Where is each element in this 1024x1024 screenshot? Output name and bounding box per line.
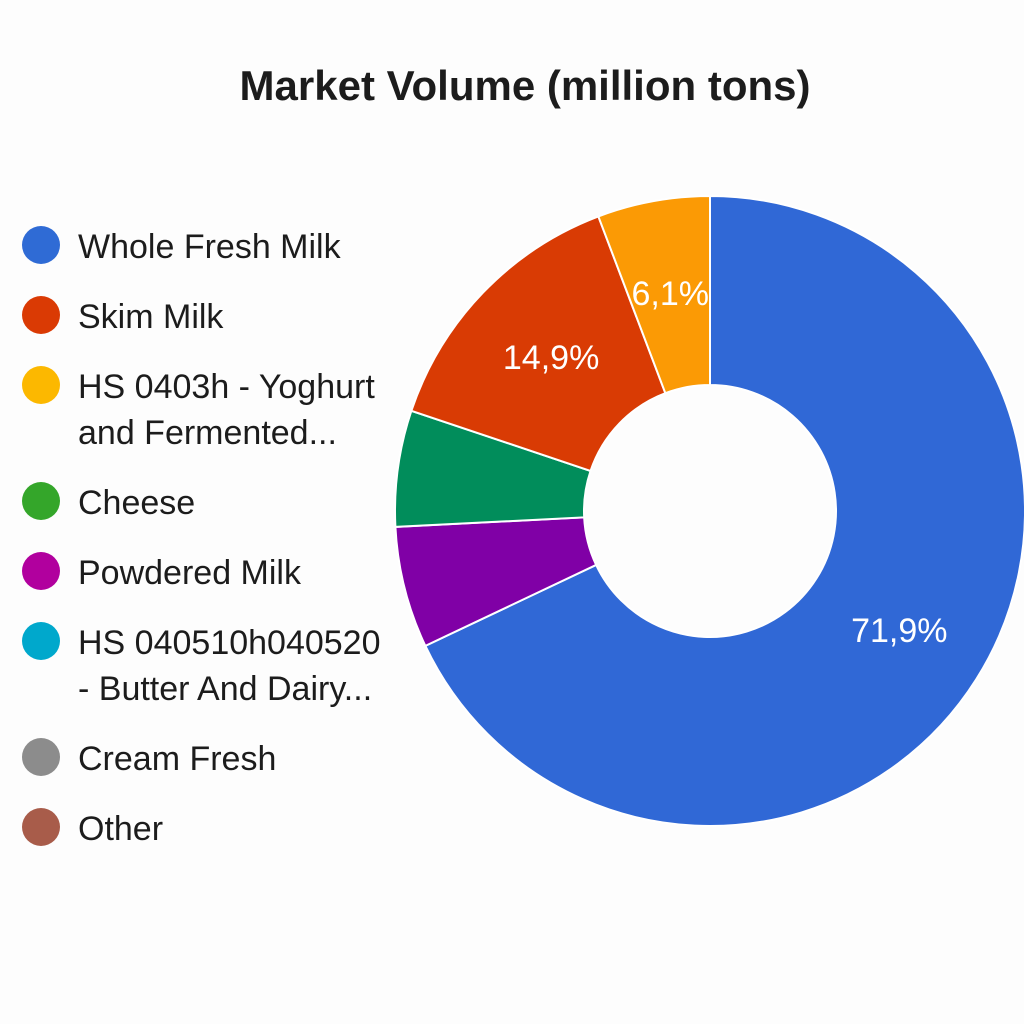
legend-label: Whole Fresh Milk xyxy=(78,228,341,266)
slice-2[interactable] xyxy=(597,194,711,395)
legend-swatch xyxy=(22,552,60,590)
legend-label: Skim Milk xyxy=(78,298,224,336)
legend-label: Powdered Milk xyxy=(78,554,301,592)
legend-swatch xyxy=(22,296,60,334)
slice-value-label: 14,9% xyxy=(503,339,599,377)
legend-swatch xyxy=(22,808,60,846)
legend-swatch xyxy=(22,482,60,520)
slice-value-label: 71,9% xyxy=(851,612,947,650)
legend-swatch xyxy=(22,738,60,776)
chart-title: Market Volume (million tons) xyxy=(239,62,811,109)
legend-label: Cheese xyxy=(78,484,196,522)
legend-label: HS 0403h - Yoghurt and Fermented... xyxy=(78,368,375,452)
slice-1[interactable] xyxy=(410,215,667,473)
slice-value-label: 6,1% xyxy=(632,275,710,313)
slice-0[interactable] xyxy=(423,194,1024,827)
legend-swatch xyxy=(22,226,60,264)
legend-label: HS 040510h040520 - Butter And Dairy... xyxy=(78,624,381,708)
legend-label: Cream Fresh xyxy=(78,740,277,778)
legend-label: Other xyxy=(78,810,164,848)
legend-swatch xyxy=(22,622,60,660)
legend-swatch xyxy=(22,366,60,404)
